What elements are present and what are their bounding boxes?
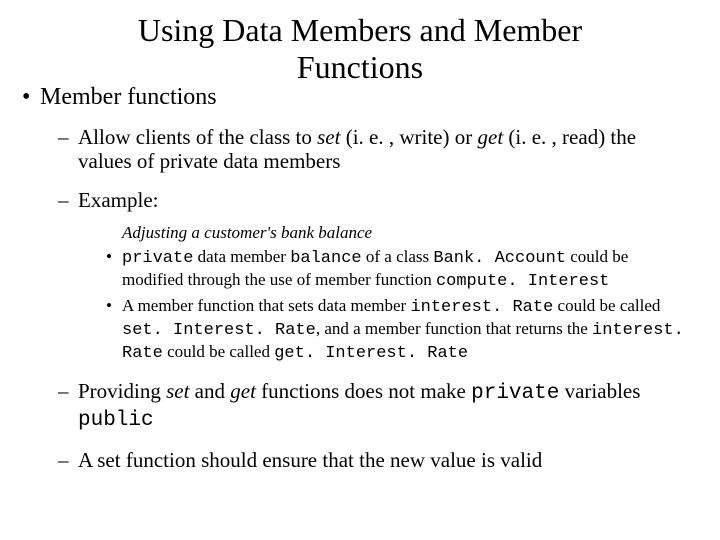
text-fragment: variables: [559, 379, 640, 403]
text-quote: Adjusting a customer's bank balance: [122, 223, 372, 242]
code-private: private: [122, 249, 193, 268]
code-private-2: private: [471, 382, 559, 405]
text-fragment: , and a member function that returns the: [316, 319, 592, 338]
code-public: public: [78, 409, 154, 432]
text-set-valid: A set function should ensure that the ne…: [78, 448, 542, 472]
text-fragment: Allow clients of the class to: [78, 125, 317, 149]
text-fragment: data member: [193, 247, 290, 266]
title-line-1: Using Data Members and Member: [138, 12, 582, 48]
text-set-italic-2: set: [166, 379, 189, 403]
bullet-member-function-sets: A member function that sets data member …: [30, 296, 690, 364]
text-get-italic-2: get: [230, 379, 256, 403]
title-line-2: Functions: [297, 49, 423, 85]
bullet-example: Example:: [30, 188, 690, 213]
code-compute-interest: compute. Interest: [436, 272, 609, 291]
text-fragment: and: [189, 379, 230, 403]
text-fragment: functions does not make: [256, 379, 471, 403]
code-get-interest-rate: get. Interest. Rate: [274, 344, 468, 363]
text-fragment: (i. e. , write) or: [340, 125, 477, 149]
bullet-main-text: Member functions: [40, 84, 217, 110]
code-interest-rate-1: interest. Rate: [410, 298, 553, 317]
code-balance: balance: [290, 249, 361, 268]
bullet-providing-set-get: Providing set and get functions does not…: [30, 379, 690, 435]
text-fragment: could be called: [163, 342, 274, 361]
text-fragment: Providing: [78, 379, 166, 403]
bullet-level-1: Member functions: [30, 84, 690, 111]
text-set-italic: set: [317, 125, 340, 149]
text-example: Example:: [78, 188, 158, 212]
quote-adjusting: Adjusting a customer's bank balance: [30, 223, 690, 243]
text-get-italic: get: [478, 125, 504, 149]
text-fragment: A member function that sets data member: [122, 296, 410, 315]
code-set-interest-rate: set. Interest. Rate: [122, 321, 316, 340]
text-fragment: could be called: [553, 296, 660, 315]
bullet-private-balance: private data member balance of a class B…: [30, 247, 690, 292]
slide-title: Using Data Members and Member Functions: [30, 12, 690, 86]
bullet-allow-clients: Allow clients of the class to set (i. e.…: [30, 125, 690, 175]
text-fragment: of a class: [362, 247, 434, 266]
bullet-set-valid: A set function should ensure that the ne…: [30, 448, 690, 473]
code-bank-account: Bank. Account: [433, 249, 566, 268]
